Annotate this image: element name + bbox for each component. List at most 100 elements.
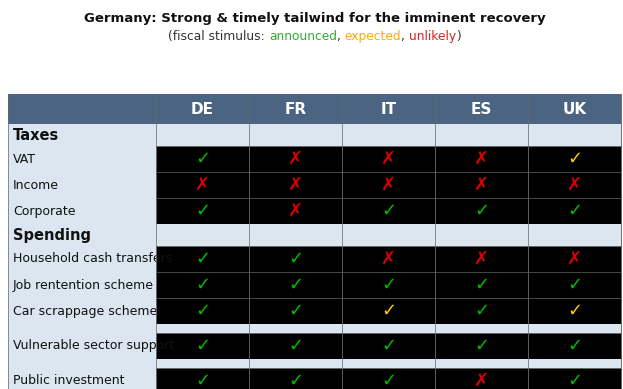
Bar [528,146,621,172]
Bar [249,198,342,224]
Bar [8,368,156,389]
Bar [435,368,528,389]
Text: unlikely: unlikely [409,30,456,43]
Text: ✗: ✗ [288,202,303,220]
Text: ✓: ✓ [288,372,303,389]
Bar [8,333,156,359]
Bar [249,146,342,172]
Bar [156,298,249,324]
Text: ✗: ✗ [195,176,210,194]
Text: ✓: ✓ [474,202,489,220]
Bar [342,172,435,198]
Bar [8,324,621,333]
Text: ✗: ✗ [288,176,303,194]
Bar [249,172,342,198]
Bar [528,298,621,324]
Bar [342,246,435,272]
Bar [8,359,621,368]
Text: ✓: ✓ [288,250,303,268]
Text: ,: , [401,30,409,43]
Bar [8,246,156,272]
Text: Job rentention scheme: Job rentention scheme [13,279,154,291]
Bar [156,146,249,172]
Text: ✗: ✗ [381,250,396,268]
Text: ✓: ✓ [381,276,396,294]
Text: VAT: VAT [13,152,36,165]
Text: ✗: ✗ [567,176,582,194]
Text: ✗: ✗ [474,372,489,389]
Text: ✓: ✓ [288,276,303,294]
Bar [156,333,249,359]
Text: ,: , [337,30,345,43]
Text: ✓: ✓ [381,337,396,355]
Bar [156,198,249,224]
Text: ✓: ✓ [567,150,582,168]
Text: ✓: ✓ [474,302,489,320]
Text: Corporate: Corporate [13,205,75,217]
Bar [156,172,249,198]
Text: ✓: ✓ [195,150,210,168]
Bar [8,94,621,124]
Text: expected: expected [345,30,401,43]
Text: ✗: ✗ [474,250,489,268]
Text: ): ) [456,30,461,43]
Text: ✓: ✓ [195,250,210,268]
Text: announced: announced [269,30,337,43]
Text: ✓: ✓ [567,202,582,220]
Text: Spending: Spending [13,228,91,242]
Bar [249,246,342,272]
Bar [8,298,156,324]
Bar [8,124,621,146]
Text: Vulnerable sector support: Vulnerable sector support [13,340,174,352]
Bar [249,272,342,298]
Bar [342,333,435,359]
Text: ✓: ✓ [567,372,582,389]
Bar [435,272,528,298]
Text: Car scrappage scheme: Car scrappage scheme [13,305,157,317]
Bar [435,298,528,324]
Text: UK: UK [563,102,587,116]
Text: Income: Income [13,179,59,191]
Bar [8,198,156,224]
Text: ✓: ✓ [195,302,210,320]
Text: Germany: Strong & timely tailwind for the imminent recovery: Germany: Strong & timely tailwind for th… [83,12,545,25]
Text: (fiscal stimulus:: (fiscal stimulus: [168,30,269,43]
Text: ✓: ✓ [195,202,210,220]
Bar [342,272,435,298]
Text: FR: FR [285,102,307,116]
Text: ✓: ✓ [195,337,210,355]
Text: ✓: ✓ [567,337,582,355]
Bar [342,146,435,172]
Text: ✗: ✗ [567,250,582,268]
Bar [528,246,621,272]
Bar [249,298,342,324]
Text: ES: ES [471,102,492,116]
Text: ✓: ✓ [474,276,489,294]
Text: Public investment: Public investment [13,375,125,387]
Bar [342,198,435,224]
Bar [8,146,156,172]
Bar [156,272,249,298]
Text: ✓: ✓ [381,202,396,220]
Bar [528,272,621,298]
Text: ✗: ✗ [288,150,303,168]
Bar [435,146,528,172]
Text: ✓: ✓ [288,337,303,355]
Bar [8,172,156,198]
Bar [528,198,621,224]
Text: ✗: ✗ [381,176,396,194]
Text: ✓: ✓ [567,302,582,320]
Bar [342,368,435,389]
Text: ✓: ✓ [195,276,210,294]
Bar [249,333,342,359]
Text: ✓: ✓ [381,302,396,320]
Text: ✗: ✗ [381,150,396,168]
Text: ✓: ✓ [474,337,489,355]
Bar [342,298,435,324]
Bar [435,172,528,198]
Bar [528,333,621,359]
Text: ✓: ✓ [288,302,303,320]
Text: Household cash transfers: Household cash transfers [13,252,172,266]
Bar [249,368,342,389]
Bar [435,333,528,359]
